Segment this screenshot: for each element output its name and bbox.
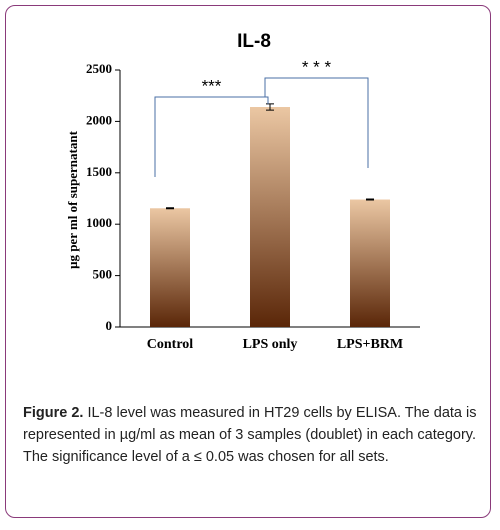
chart: IL-8 μg per ml of supernatant 0 500 1000 15…: [65, 31, 420, 352]
error-bar: [166, 207, 174, 210]
caption-text: IL-8 level was measured in HT29 cells by…: [23, 405, 477, 465]
y-axis-label: μg per ml of supernatant: [65, 130, 80, 269]
y-tick-label: 0: [106, 318, 113, 333]
significance-bracket: [264, 77, 369, 168]
figure-frame: [5, 5, 491, 518]
significance-bracket: [154, 96, 269, 177]
chart-title: IL-8: [237, 31, 271, 52]
y-tick-label: 1000: [86, 215, 112, 230]
caption-label: Figure 2.: [23, 405, 84, 421]
x-tick-label: LPS+BRM: [337, 337, 403, 352]
error-bar: [266, 103, 274, 111]
error-bar: [366, 198, 374, 201]
y-tick-label: 1500: [86, 164, 112, 179]
y-tick-label: 2000: [86, 112, 112, 127]
significance-label: * * *: [302, 57, 332, 76]
bar: [250, 107, 290, 328]
x-tick-label: LPS only: [243, 337, 298, 352]
x-tick-label: Control: [147, 337, 194, 352]
caption: Figure 2. IL-8 level was measured in HT2…: [23, 402, 483, 468]
bar: [150, 208, 190, 327]
y-tick-label: 500: [93, 267, 113, 282]
bar: [350, 199, 390, 327]
y-tick-label: 2500: [86, 61, 112, 76]
significance-label: ***: [202, 76, 222, 95]
